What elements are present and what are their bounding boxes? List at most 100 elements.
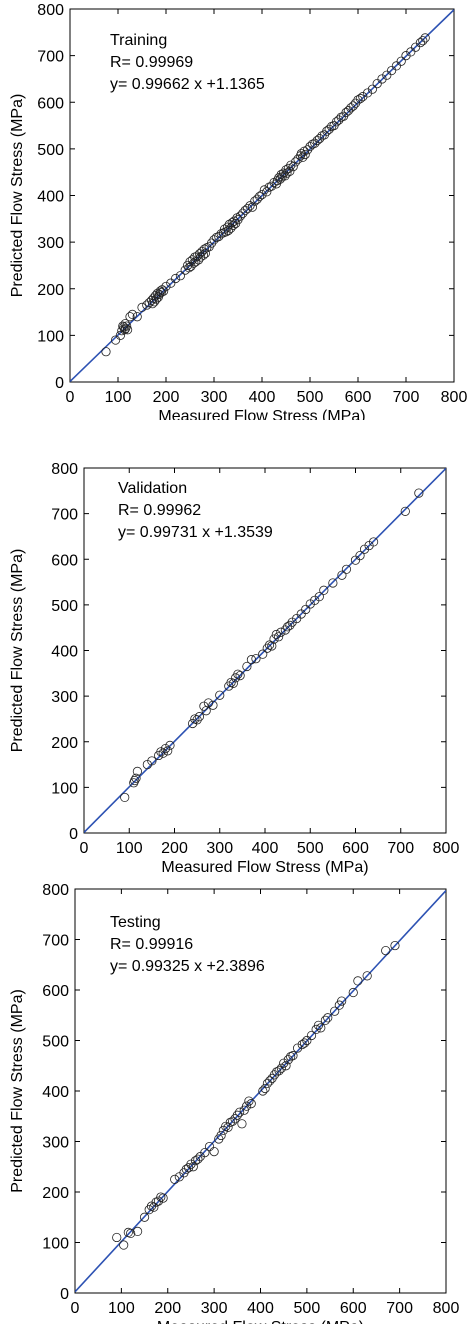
data-point — [334, 115, 344, 125]
data-point — [312, 135, 322, 146]
data-point — [165, 740, 175, 750]
y-tick-label: 100 — [42, 1236, 69, 1253]
data-point — [353, 976, 363, 986]
scatter-chart-validation: 0 100 200 300 400 500 600 700 800 0 100 200 300 400 50… — [9, 461, 459, 876]
data-layer — [84, 468, 446, 833]
x-tick-label: 400 — [252, 840, 279, 857]
data-point — [350, 98, 361, 108]
y-tick-label: 200 — [51, 735, 78, 752]
data-point — [319, 585, 329, 595]
data-point — [101, 347, 111, 357]
data-point — [207, 238, 217, 248]
data-point — [201, 706, 211, 716]
data-point — [160, 743, 171, 754]
data-point — [355, 551, 365, 561]
data-point — [337, 996, 347, 1006]
x-tick-label: 100 — [108, 1300, 135, 1317]
data-point — [142, 300, 152, 310]
y-tick-label: 500 — [51, 598, 78, 615]
data-point — [123, 325, 133, 335]
data-point — [120, 792, 130, 803]
data-layer — [70, 9, 454, 382]
data-point — [330, 1006, 340, 1016]
data-point — [188, 1162, 198, 1172]
data-point — [185, 257, 195, 267]
data-point — [302, 1035, 312, 1046]
data-point — [259, 185, 269, 195]
annotation-dataset-name: Validation — [118, 480, 187, 497]
data-point — [281, 1061, 291, 1071]
data-point — [192, 251, 202, 261]
data-point — [269, 634, 279, 644]
data-point — [200, 1148, 210, 1158]
data-point — [250, 196, 260, 206]
y-tick-label: 100 — [51, 780, 78, 797]
x-tick-label: 600 — [342, 840, 369, 857]
scatter-chart-testing: 0 100 200 300 400 500 600 700 800 0 100 200 300 400 50… — [9, 882, 459, 1324]
x-tick-label: 700 — [386, 1300, 413, 1317]
data-point — [228, 1116, 238, 1126]
annotation-fit-equation: y= 0.99662 x +1.1365 — [110, 76, 265, 93]
x-tick-label: 100 — [116, 840, 143, 857]
data-point — [203, 698, 214, 708]
y-tick-label: 100 — [37, 328, 64, 345]
data-point — [246, 1099, 256, 1109]
y-tick-label: 800 — [42, 882, 69, 899]
data-point — [195, 252, 206, 262]
data-point — [320, 1015, 331, 1025]
data-point — [133, 1226, 143, 1236]
data-point — [418, 36, 428, 46]
data-layer — [75, 889, 446, 1293]
data-point — [316, 1023, 326, 1033]
data-point — [355, 93, 365, 104]
data-point — [131, 773, 141, 783]
data-point — [238, 208, 248, 218]
data-point — [163, 746, 173, 756]
data-point — [111, 335, 121, 345]
annotation-r-value: R= 0.99916 — [110, 936, 193, 953]
data-point — [246, 655, 257, 665]
x-tick-label: 200 — [153, 389, 180, 406]
data-point — [132, 312, 142, 322]
y-tick-label: 400 — [37, 189, 64, 206]
y-tick-label: 0 — [55, 375, 64, 392]
data-point — [381, 946, 391, 956]
data-point — [171, 273, 181, 284]
y-tick-label: 500 — [42, 1034, 69, 1051]
data-point — [391, 61, 401, 71]
x-tick-label: 600 — [345, 389, 372, 406]
data-point — [310, 138, 320, 148]
data-point — [126, 1228, 136, 1239]
data-point — [237, 1119, 247, 1129]
y-tick-label: 300 — [37, 235, 64, 252]
data-point — [331, 117, 341, 127]
data-point — [149, 1202, 159, 1212]
data-point — [400, 506, 410, 516]
data-point — [170, 1174, 180, 1184]
data-point — [353, 95, 363, 105]
data-point — [255, 191, 265, 202]
data-point — [258, 649, 268, 659]
data-point — [224, 219, 234, 230]
data-point — [272, 1067, 282, 1077]
x-axis-title: Measured Flow Stress (MPa) — [161, 859, 368, 876]
data-point — [292, 1043, 303, 1053]
data-point — [156, 1192, 166, 1202]
data-point — [216, 1130, 226, 1141]
chart-panel-training: 0 100 200 300 400 500 600 700 800 0 100 200 300 400 50… — [0, 0, 468, 420]
annotation-fit-equation: y= 0.99325 x +2.3896 — [110, 958, 265, 975]
data-point — [276, 169, 286, 180]
data-point — [274, 173, 284, 183]
x-tick-label: 0 — [71, 1300, 80, 1317]
data-point — [324, 124, 334, 134]
data-point — [348, 101, 358, 111]
data-point — [406, 47, 416, 57]
y-tick-label: 400 — [42, 1084, 69, 1101]
data-point — [243, 203, 253, 214]
y-tick-label: 600 — [37, 95, 64, 112]
y-tick-label: 300 — [42, 1135, 69, 1152]
data-point — [415, 37, 425, 48]
x-tick-label: 300 — [201, 1300, 228, 1317]
data-point — [410, 42, 421, 52]
data-point — [186, 1159, 196, 1169]
